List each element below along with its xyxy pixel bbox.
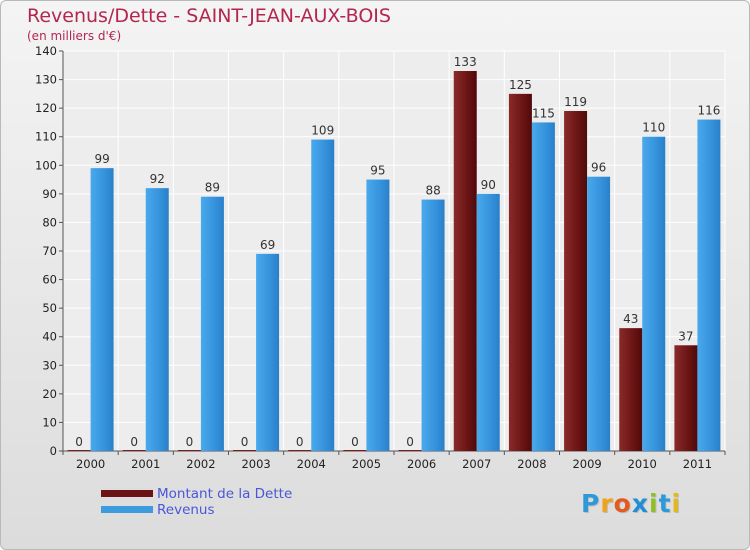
proxiti-logo: Proxiti xyxy=(581,489,681,518)
bar-dette xyxy=(398,450,422,451)
y-tick-label: 60 xyxy=(42,273,57,287)
y-tick-label: 40 xyxy=(42,330,57,344)
bar-revenus xyxy=(311,139,335,452)
x-tick-label: 2005 xyxy=(352,457,381,471)
data-label-revenus: 116 xyxy=(697,104,720,118)
data-label-revenus: 69 xyxy=(260,238,275,252)
y-tick-label: 50 xyxy=(42,301,57,315)
logo-letter: t xyxy=(658,489,672,518)
bar-dette xyxy=(564,111,588,451)
bar-revenus xyxy=(200,196,224,451)
data-label-dette: 0 xyxy=(406,435,414,449)
bar-revenus xyxy=(366,179,390,452)
y-tick-label: 80 xyxy=(42,215,57,229)
data-label-dette: 0 xyxy=(241,435,249,449)
data-label-dette: 119 xyxy=(564,95,587,109)
y-tick-label: 100 xyxy=(35,158,57,172)
data-label-revenus: 110 xyxy=(642,121,665,135)
data-label-revenus: 115 xyxy=(532,106,555,120)
x-tick-label: 2007 xyxy=(462,457,491,471)
bar-revenus xyxy=(90,168,114,451)
bar-dette xyxy=(343,450,367,451)
x-tick-label: 2002 xyxy=(186,457,215,471)
data-label-dette: 0 xyxy=(130,435,138,449)
y-tick-label: 110 xyxy=(35,130,57,144)
x-tick-label: 2008 xyxy=(517,457,546,471)
bar-revenus xyxy=(531,122,555,451)
y-tick-label: 0 xyxy=(50,444,57,458)
y-tick-label: 70 xyxy=(42,244,57,258)
logo-letter: i xyxy=(671,489,682,518)
legend-label-debt: Montant de la Dette xyxy=(157,486,293,502)
chart-subtitle: (en milliers d'€) xyxy=(27,29,122,43)
bar-revenus xyxy=(587,176,611,451)
bar-dette xyxy=(67,450,91,451)
data-label-dette: 0 xyxy=(351,435,359,449)
x-tick-label: 2009 xyxy=(572,457,601,471)
data-label-revenus: 96 xyxy=(591,161,606,175)
bar-dette xyxy=(288,450,312,451)
legend-label-revenus: Revenus xyxy=(157,502,215,518)
data-label-revenus: 88 xyxy=(425,184,440,198)
data-label-dette: 0 xyxy=(75,435,83,449)
bar-dette xyxy=(233,450,257,451)
chart-title: Revenus/Dette - SAINT-JEAN-AUX-BOIS xyxy=(27,5,391,27)
data-label-revenus: 95 xyxy=(370,164,385,178)
x-tick-label: 2004 xyxy=(297,457,326,471)
data-label-dette: 37 xyxy=(678,329,693,343)
bar-dette xyxy=(177,450,201,451)
bar-dette xyxy=(674,345,698,451)
y-tick-label: 10 xyxy=(42,415,57,429)
legend-swatch-debt xyxy=(101,490,153,497)
bar-dette xyxy=(508,93,532,451)
y-tick-label: 140 xyxy=(35,44,57,58)
y-tick-label: 30 xyxy=(42,358,57,372)
bar-dette xyxy=(619,328,643,451)
x-tick-label: 2003 xyxy=(241,457,270,471)
logo-letter: r xyxy=(600,489,614,518)
x-tick-label: 2001 xyxy=(131,457,160,471)
bar-revenus xyxy=(476,193,500,451)
data-label-revenus: 99 xyxy=(94,152,109,166)
x-tick-label: 2000 xyxy=(76,457,105,471)
logo-letter: o xyxy=(613,489,632,518)
bar-revenus xyxy=(697,119,721,452)
logo-letter: P xyxy=(581,489,601,518)
x-tick-label: 2011 xyxy=(683,457,712,471)
logo-letter: i xyxy=(649,489,659,518)
data-label-dette: 0 xyxy=(296,435,304,449)
y-tick-label: 90 xyxy=(42,187,57,201)
data-label-dette: 43 xyxy=(623,312,638,326)
data-label-dette: 0 xyxy=(186,435,194,449)
x-tick-label: 2010 xyxy=(628,457,657,471)
y-tick-label: 130 xyxy=(35,73,57,87)
data-label-revenus: 90 xyxy=(481,178,496,192)
y-tick-label: 20 xyxy=(42,387,57,401)
x-tick-label: 2006 xyxy=(407,457,436,471)
legend-swatch-revenus xyxy=(101,506,153,513)
bar-revenus xyxy=(145,188,169,451)
data-label-revenus: 109 xyxy=(311,124,334,138)
bar-dette xyxy=(122,450,146,451)
y-tick-label: 120 xyxy=(35,101,57,115)
bar-revenus xyxy=(256,253,280,451)
data-label-dette: 125 xyxy=(509,78,532,92)
data-label-dette: 133 xyxy=(454,55,477,69)
bar-dette xyxy=(453,71,477,451)
logo-letter: x xyxy=(631,489,649,518)
data-label-revenus: 89 xyxy=(205,181,220,195)
bar-revenus xyxy=(421,199,445,451)
bar-revenus xyxy=(642,136,666,451)
data-label-revenus: 92 xyxy=(150,172,165,186)
